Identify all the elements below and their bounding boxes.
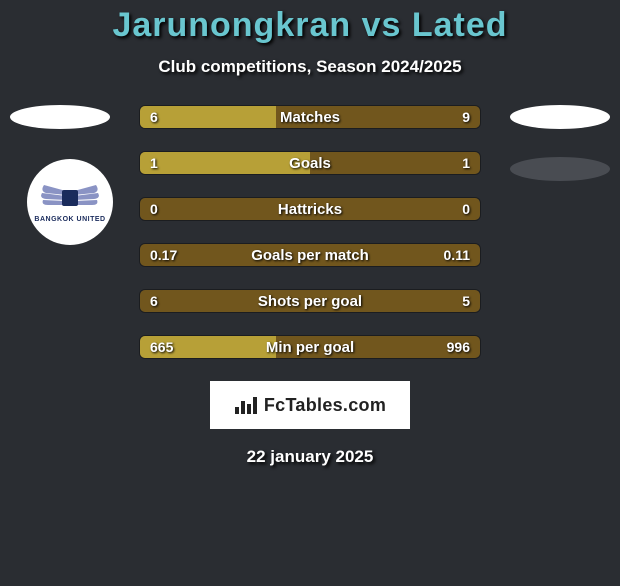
stat-row: Shots per goal65: [139, 289, 481, 313]
stat-row: Goals11: [139, 151, 481, 175]
left-team-ellipse: [10, 105, 110, 129]
stat-row: Goals per match0.170.11: [139, 243, 481, 267]
wings-icon: [38, 181, 102, 215]
comparison-content: BANGKOK UNITED Matches69 Goals11 Hattricks…: [0, 105, 620, 467]
stat-row: Matches69: [139, 105, 481, 129]
stat-fill-left: [140, 152, 310, 174]
stat-fill-left: [140, 106, 276, 128]
stat-fill-left: [140, 336, 276, 358]
page-title: Jarunongkran vs Lated: [0, 6, 620, 45]
right-team-ellipse-2: [510, 157, 610, 181]
brand-box: FcTables.com: [210, 381, 410, 429]
page-subtitle: Club competitions, Season 2024/2025: [0, 57, 620, 77]
left-team-logo-text: BANGKOK UNITED: [34, 216, 105, 223]
stat-bars: Matches69 Goals11 Hattricks00 Goals per mat…: [139, 105, 481, 359]
left-team-logo: BANGKOK UNITED: [27, 159, 113, 245]
footer-date: 22 january 2025: [0, 447, 620, 467]
brand-text: FcTables.com: [264, 395, 386, 416]
right-team-ellipse-1: [510, 105, 610, 129]
bars-icon: [234, 395, 258, 415]
stat-row: Min per goal665996: [139, 335, 481, 359]
stat-row: Hattricks00: [139, 197, 481, 221]
